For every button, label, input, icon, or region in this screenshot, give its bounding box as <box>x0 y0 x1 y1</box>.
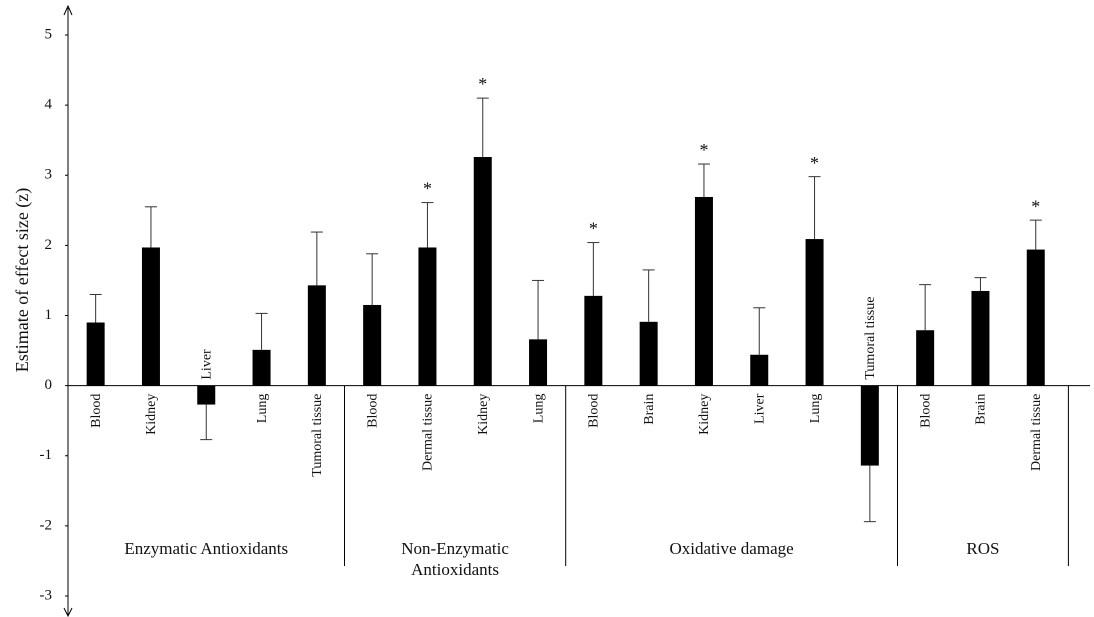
category-label: Tumoral tissue <box>863 297 878 380</box>
group-label: Enzymatic Antioxidants <box>124 539 289 558</box>
bar <box>86 322 105 386</box>
category-label: Blood <box>918 394 933 428</box>
group-label: Oxidative damage <box>669 539 794 558</box>
category-label: Blood <box>587 394 602 428</box>
bar <box>750 354 769 386</box>
category-label: Dermal tissue <box>421 394 436 471</box>
significance-marker: * <box>1031 196 1040 216</box>
group-label: ROS <box>966 539 1000 558</box>
category-label: Lung <box>531 394 546 424</box>
bar <box>805 239 824 386</box>
category-label: Brain <box>974 394 989 425</box>
bar <box>916 330 935 386</box>
significance-marker: * <box>589 219 598 239</box>
bar <box>141 247 160 386</box>
significance-marker: * <box>423 179 432 199</box>
bar <box>1026 249 1045 386</box>
bar <box>473 157 492 386</box>
significance-marker: * <box>810 153 819 173</box>
bar <box>197 385 216 405</box>
bar <box>584 295 603 386</box>
bar <box>529 339 548 386</box>
significance-marker: * <box>699 140 708 160</box>
y-tick-label: 0 <box>45 377 53 393</box>
axis-arrows <box>63 4 73 617</box>
category-label: Tumoral tissue <box>310 394 325 477</box>
bar <box>860 385 879 466</box>
y-tick-label: 1 <box>45 307 53 323</box>
category-label: Blood <box>89 394 104 428</box>
category-label: Liver <box>199 349 214 380</box>
category-label: Liver <box>752 393 767 424</box>
category-label: Kidney <box>144 394 159 435</box>
y-axis-label: Estimate of effect size (z) <box>12 188 33 373</box>
group-label: Non-Enzymatic Antioxidants <box>401 539 509 579</box>
bar <box>418 247 437 386</box>
significance-marker: * <box>478 74 487 94</box>
y-tick-label: 3 <box>45 167 53 183</box>
y-tick-label: -2 <box>40 517 53 533</box>
bar <box>252 349 271 386</box>
bar <box>639 321 658 386</box>
bar <box>971 290 990 386</box>
y-tick-label: -3 <box>40 587 53 603</box>
category-label: Kidney <box>476 394 491 435</box>
y-tick-label: 4 <box>45 97 53 113</box>
category-label: Lung <box>255 394 270 424</box>
category-label: Lung <box>808 394 823 424</box>
category-label: Brain <box>642 394 657 425</box>
category-label: Kidney <box>697 394 712 435</box>
category-label: Blood <box>365 394 380 428</box>
y-tick-label: 5 <box>45 26 53 42</box>
bar <box>694 196 713 386</box>
y-tick-label: 2 <box>45 237 53 253</box>
bar <box>307 285 326 386</box>
bar <box>363 304 382 386</box>
y-tick-label: -1 <box>40 447 53 463</box>
category-label: Dermal tissue <box>1029 394 1044 471</box>
